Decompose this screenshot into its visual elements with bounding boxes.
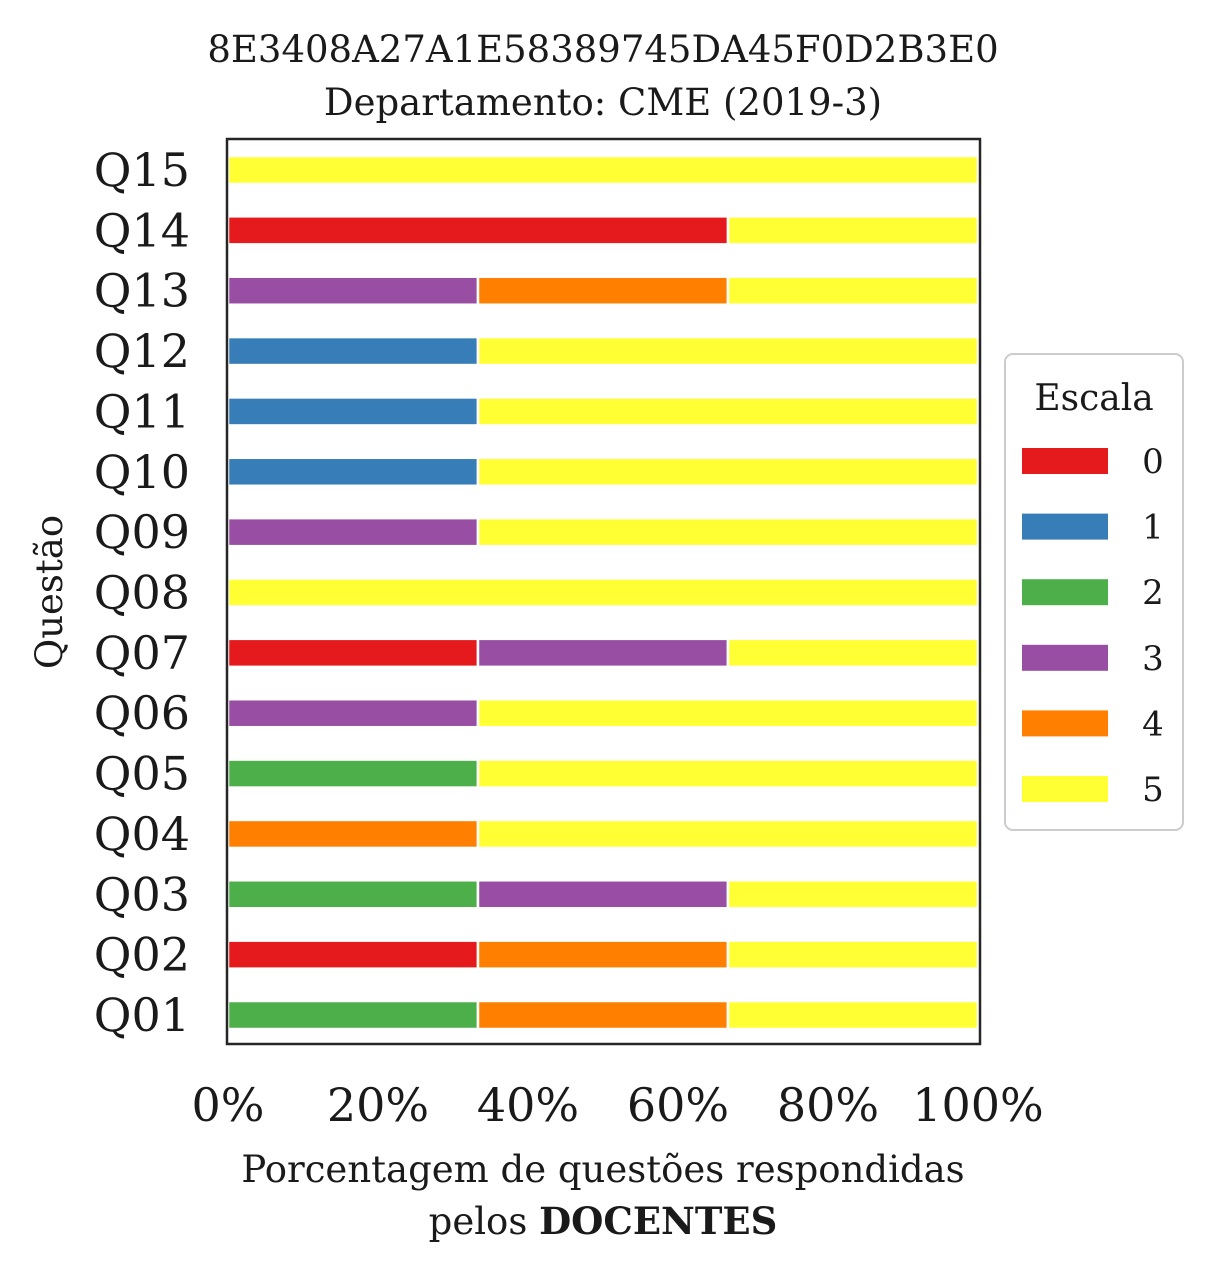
bar-q02-scale-5 [726,939,980,970]
legend-label-3: 3 [1142,639,1164,679]
x-tick-label-1: 20% [327,1078,429,1132]
x-axis-label-bold: DOCENTES [539,1199,777,1243]
bar-q01-scale-4 [476,999,730,1031]
y-tick-label-q03: Q03 [94,867,190,921]
bars-group [226,154,980,1031]
y-tick-label-q01: Q01 [94,988,190,1042]
bar-q07-scale-5 [726,637,980,669]
x-tick-labels: 0% 20% 40% 60% 80% 100% [192,1078,1044,1132]
y-tick-label-q12: Q12 [94,324,190,378]
bar-q05-scale-5 [476,758,980,789]
bar-q06-scale-3 [226,697,480,729]
y-tick-label-q10: Q10 [94,445,190,499]
y-tick-label-q06: Q06 [94,686,190,740]
bar-q03-scale-2 [226,879,480,910]
y-tick-labels: Q01 Q02 Q03 Q04 Q05 Q06 Q07 Q08 Q09 Q10 Q11 Q12 Q13 Q… [94,143,190,1042]
legend-swatch-4 [1022,710,1108,737]
x-tick-label-4: 80% [777,1078,879,1132]
y-tick-label-q09: Q09 [94,505,190,559]
legend-swatch-2 [1022,579,1108,606]
bar-q13-scale-5 [726,275,980,306]
y-tick-label-q05: Q05 [94,747,190,801]
y-tick-label-q14: Q14 [94,203,190,257]
legend-swatch-5 [1022,776,1108,802]
y-tick-label-q11: Q11 [94,384,190,438]
y-tick-label-q02: Q02 [94,928,190,982]
bar-q01-scale-2 [226,999,480,1031]
y-tick-label-q15: Q15 [94,143,190,197]
bar-q10-scale-5 [476,456,980,488]
bar-q02-scale-4 [476,939,730,970]
x-axis-label-line2: pelos DOCENTES [429,1199,778,1243]
bar-q15-scale-5 [226,154,980,186]
x-axis-label-prefix: pelos [429,1200,539,1243]
bar-q04-scale-4 [226,818,480,850]
legend-swatch-1 [1022,513,1108,540]
bar-q09-scale-3 [226,516,480,548]
y-tick-label-q07: Q07 [94,626,190,680]
legend-swatch-0 [1022,448,1108,474]
chart-subtitle: Departamento: CME (2019-3) [324,81,882,124]
bar-q10-scale-1 [226,456,480,488]
legend-label-1: 1 [1142,508,1164,548]
bar-q13-scale-4 [476,275,730,306]
bar-q09-scale-5 [476,516,980,548]
bar-q04-scale-5 [476,818,980,850]
plot-frame [225,137,982,1046]
legend-label-5: 5 [1142,770,1164,810]
bar-q02-scale-0 [226,939,480,970]
bar-q05-scale-2 [226,758,480,789]
legend-label-0: 0 [1142,442,1164,482]
y-axis-label: Questão [28,515,71,669]
legend-label-4: 4 [1142,704,1164,744]
bar-q13-scale-3 [226,275,480,306]
y-tick-label-q08: Q08 [94,566,190,620]
x-tick-label-2: 40% [477,1078,579,1132]
bar-q01-scale-5 [726,999,980,1031]
y-tick-label-q04: Q04 [94,807,190,861]
bar-q06-scale-5 [476,697,980,729]
bar-q07-scale-0 [226,637,480,669]
legend-items: 0 1 2 3 4 5 [1022,442,1164,810]
x-axis-label-line1: Porcentagem de questões respondidas [241,1148,964,1191]
bar-q11-scale-1 [226,396,480,427]
legend-swatch-3 [1022,644,1108,671]
bar-q07-scale-3 [476,637,730,669]
legend-title: Escala [1034,378,1153,419]
legend: Escala 0 1 2 3 4 5 [1004,353,1184,831]
x-tick-label-5: 100% [912,1078,1044,1132]
x-tick-label-3: 60% [627,1078,729,1132]
bar-q14-scale-0 [226,215,730,246]
bar-q11-scale-5 [476,396,980,427]
x-tick-label-0: 0% [192,1078,265,1132]
legend-label-2: 2 [1142,573,1164,613]
bar-q03-scale-5 [726,879,980,910]
bar-q12-scale-1 [226,335,480,367]
bar-q03-scale-3 [476,879,730,910]
bar-q14-scale-5 [726,215,980,246]
bar-q08-scale-5 [226,577,980,608]
chart-title: 8E3408A27A1E58389745DA45F0D2B3E0 [207,28,998,71]
bar-q12-scale-5 [476,335,980,367]
y-tick-label-q13: Q13 [94,264,190,318]
